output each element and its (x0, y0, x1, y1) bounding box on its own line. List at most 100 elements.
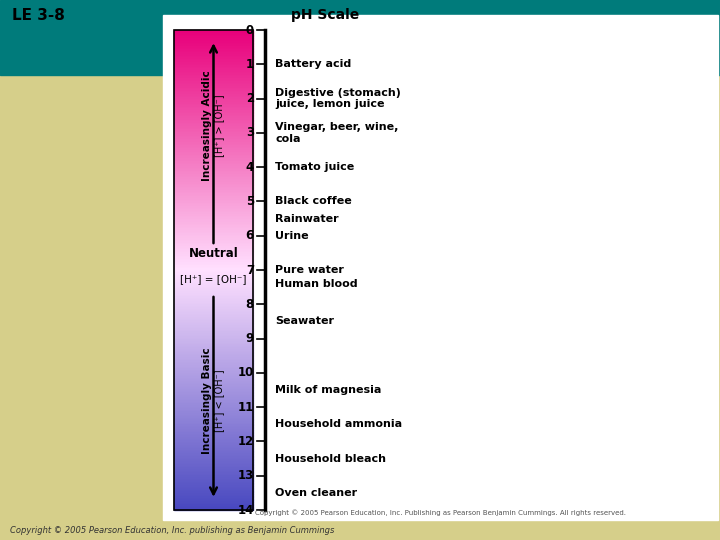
Bar (174, 39, 253, 41)
Bar (174, 172, 253, 174)
Bar (174, 155, 253, 157)
Text: 2: 2 (246, 92, 254, 105)
Bar (174, 278, 253, 280)
Bar (174, 333, 253, 334)
Bar (174, 30, 253, 510)
Bar (174, 459, 253, 461)
Bar (174, 380, 253, 382)
Bar (174, 449, 253, 451)
Bar (174, 259, 253, 260)
Bar (174, 457, 253, 459)
Bar (174, 107, 253, 109)
Text: 0: 0 (246, 24, 254, 37)
Bar (174, 390, 253, 392)
Text: Battery acid: Battery acid (275, 59, 351, 69)
Bar (174, 374, 253, 376)
Bar (174, 140, 253, 142)
Bar (174, 167, 253, 169)
Bar (174, 456, 253, 457)
Bar (174, 67, 253, 69)
Bar (174, 421, 253, 422)
Bar (174, 364, 253, 366)
Bar (174, 75, 253, 76)
Bar (174, 428, 253, 430)
Bar (174, 83, 253, 84)
Bar (174, 292, 253, 294)
Bar (174, 371, 253, 373)
Bar (174, 462, 253, 464)
Bar (174, 443, 253, 444)
Bar (174, 414, 253, 416)
Bar (174, 78, 253, 79)
Bar (174, 280, 253, 281)
Text: Black coffee: Black coffee (275, 197, 352, 206)
Bar (174, 468, 253, 470)
Bar (174, 182, 253, 184)
Text: pH Scale: pH Scale (291, 8, 359, 22)
Bar (174, 413, 253, 414)
Text: 9: 9 (246, 332, 254, 345)
Bar (174, 73, 253, 75)
Text: Copyright © 2005 Pearson Education, Inc. publishing as Benjamin Cummings: Copyright © 2005 Pearson Education, Inc.… (10, 526, 334, 535)
Bar (174, 347, 253, 348)
Bar (174, 212, 253, 214)
Bar (174, 444, 253, 446)
Bar (174, 396, 253, 398)
Bar (174, 54, 253, 56)
Bar (174, 219, 253, 220)
Bar (174, 203, 253, 205)
Bar (174, 174, 253, 176)
Bar (174, 436, 253, 438)
Text: Increasingly Basic: Increasingly Basic (202, 347, 212, 454)
Bar (174, 425, 253, 427)
Bar (174, 339, 253, 340)
Text: 1: 1 (246, 58, 254, 71)
Text: [H⁺] = [OH⁻]: [H⁺] = [OH⁻] (180, 274, 247, 284)
Text: 3: 3 (246, 126, 254, 139)
Bar (174, 431, 253, 433)
Bar (174, 36, 253, 38)
Bar (174, 190, 253, 192)
Bar (174, 488, 253, 489)
Bar (174, 254, 253, 255)
Bar (174, 211, 253, 212)
Bar (174, 76, 253, 78)
Bar (174, 157, 253, 158)
Bar (174, 129, 253, 131)
Bar (174, 329, 253, 331)
Bar (174, 217, 253, 219)
Bar (174, 240, 253, 241)
Bar (174, 480, 253, 481)
Bar (174, 337, 253, 339)
Bar (174, 123, 253, 124)
Text: 13: 13 (238, 469, 254, 482)
Bar (174, 87, 253, 89)
Bar (174, 303, 253, 305)
Bar (174, 334, 253, 335)
Bar (174, 99, 253, 100)
Bar (174, 504, 253, 505)
Bar (174, 491, 253, 492)
Text: 7: 7 (246, 264, 254, 276)
Bar (174, 205, 253, 206)
Bar (174, 144, 253, 145)
Text: Vinegar, beer, wine,
cola: Vinegar, beer, wine, cola (275, 122, 398, 144)
Text: 5: 5 (246, 195, 254, 208)
Bar (174, 285, 253, 286)
Bar (174, 62, 253, 64)
Bar (174, 207, 253, 209)
Bar (174, 366, 253, 368)
Bar (174, 400, 253, 401)
Bar (174, 465, 253, 467)
Bar (174, 476, 253, 478)
Bar (174, 185, 253, 187)
Bar (174, 148, 253, 150)
Bar (174, 113, 253, 115)
Bar (174, 387, 253, 388)
Bar (174, 478, 253, 480)
Bar (174, 404, 253, 406)
Bar (174, 257, 253, 259)
Bar (174, 30, 253, 32)
Bar (174, 238, 253, 240)
Bar (174, 471, 253, 473)
